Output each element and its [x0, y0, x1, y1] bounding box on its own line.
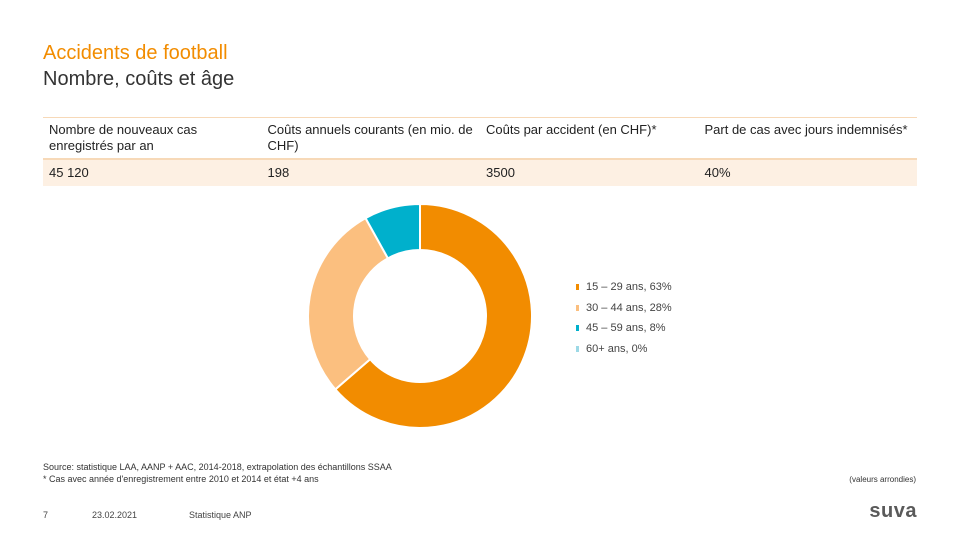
footer-label: Statistique ANP [189, 510, 252, 520]
table-cell: 45 120 [43, 159, 262, 186]
table-header-cell: Nombre de nouveaux cas enregistrés par a… [43, 117, 262, 160]
donut-slice [364, 202, 421, 260]
rounded-note: (valeurs arrondies) [849, 475, 916, 484]
footer-date: 23.02.2021 [92, 510, 138, 520]
chart-legend: 15 – 29 ans, 63% 30 – 44 ans, 28% 45 – 59 … [576, 277, 672, 359]
table-cell: 198 [261, 159, 480, 186]
legend-label: 30 – 44 ans, 28% [586, 301, 672, 314]
table-header-cell: Coûts annuels courants (en mio. de CHF) [261, 117, 480, 160]
donut-slice [307, 216, 390, 391]
legend-swatch [576, 284, 579, 291]
legend-label: 45 – 59 ans, 8% [586, 322, 666, 335]
legend-item: 60+ ans, 0% [576, 339, 672, 360]
legend-swatch [576, 304, 579, 311]
legend-swatch [576, 345, 579, 352]
stats-table: Nombre de nouveaux cas enregistrés par a… [43, 117, 917, 186]
source-note: Source: statistique LAA, AANP + AAC, 201… [43, 461, 392, 485]
table-cell: 3500 [480, 159, 699, 186]
source-line: Source: statistique LAA, AANP + AAC, 201… [43, 462, 392, 472]
table-header-row: Nombre de nouveaux cas enregistrés par a… [43, 117, 917, 160]
suva-logo: suva [869, 500, 917, 522]
slide-title: Accidents de football Nombre, coûts et â… [43, 40, 234, 92]
page-number: 7 [43, 510, 49, 520]
table-header-cell: Part de cas avec jours indemnisés* [698, 117, 917, 160]
legend-item: 45 – 59 ans, 8% [576, 318, 672, 339]
table-cell: 40% [698, 159, 917, 186]
legend-item: 15 – 29 ans, 63% [576, 277, 672, 298]
footnote-line: * Cas avec année d'enregistrement entre … [43, 474, 319, 484]
legend-swatch [576, 325, 579, 332]
legend-label: 15 – 29 ans, 63% [586, 281, 672, 294]
title-sub: Nombre, coûts et âge [43, 68, 235, 90]
legend-label: 60+ ans, 0% [586, 342, 648, 355]
donut-slice [333, 202, 533, 429]
table-row: 45 120 198 3500 40% [43, 159, 917, 186]
title-main: Accidents de football [43, 42, 228, 64]
table-header-cell: Coûts par accident (en CHF)* [480, 117, 699, 160]
legend-item: 30 – 44 ans, 28% [576, 298, 672, 319]
